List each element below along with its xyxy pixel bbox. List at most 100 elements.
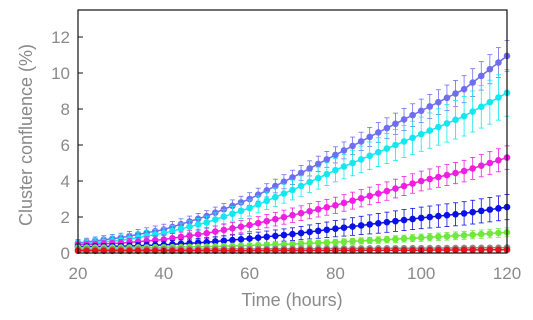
data-point [272,193,279,201]
x-tick-label: 120 [493,264,521,283]
data-point [143,232,150,240]
data-point [469,208,476,216]
data-point [392,246,399,254]
data-point [194,221,202,228]
data-point [409,180,416,187]
data-point [323,247,331,254]
data-point [409,215,416,223]
data-point [477,230,485,238]
data-point [297,182,305,190]
data-point [417,234,425,241]
data-point [452,246,459,254]
data-point [435,173,442,181]
data-point [280,213,288,221]
data-point [392,217,399,225]
data-point [366,247,374,254]
data-point [280,247,288,254]
data-point [495,157,502,164]
data-point [229,202,236,210]
x-tick-label: 20 [69,264,88,283]
data-point [220,213,228,220]
data-point [203,247,210,254]
data-point [237,223,245,231]
data-point [289,211,296,219]
data-point [426,127,434,134]
data-point [383,124,391,132]
data-point [409,234,416,242]
data-point [477,72,485,80]
data-point [332,225,339,232]
data-point [306,178,313,186]
data-point [392,120,399,128]
data-point [435,123,442,131]
data-point [229,236,236,244]
data-point [443,120,451,127]
x-tick-label: 80 [326,264,345,283]
data-point [443,246,451,254]
data-point [409,246,416,254]
data-point [469,165,476,172]
data-point [477,207,485,215]
data-point [477,103,485,111]
data-point [254,234,262,241]
plot-frame [77,9,508,254]
data-point [486,98,494,106]
data-point [220,247,228,254]
data-point [169,227,176,235]
data-point [314,247,322,254]
data-point [323,156,331,163]
data-point [237,247,245,254]
data-point [289,247,296,254]
data-point [443,211,451,219]
data-point [186,232,193,240]
data-point [186,223,193,231]
data-point [306,239,313,247]
data-point [460,246,468,254]
data-point [392,185,399,192]
data-point [357,247,365,254]
data-point [323,203,331,211]
data-point [220,237,228,245]
data-point [375,129,382,136]
data-point [203,219,210,226]
y-tick-label: 8 [61,100,70,119]
data-point [357,222,365,229]
data-point [435,98,442,106]
data-point [349,142,356,150]
data-point [246,235,253,242]
data-point [297,240,305,247]
data-point [289,186,296,194]
series-layer [74,40,511,255]
x-tick-label: 100 [407,264,435,283]
data-point [340,199,348,207]
data-point [306,207,313,215]
x-tick-label: 40 [154,264,173,283]
data-point [452,116,459,124]
data-point [306,228,313,236]
data-point [495,59,502,66]
data-point [392,141,399,149]
data-point [263,233,271,241]
data-point [400,246,408,254]
data-point [460,112,468,120]
y-tick-label: 10 [51,64,70,83]
data-point [443,94,451,102]
data-point [323,226,331,234]
data-point [297,247,305,254]
data-point [366,152,374,160]
data-point [254,247,262,254]
data-point [357,156,365,163]
data-point [289,240,296,248]
y-tick-label: 4 [61,172,70,191]
data-point [272,215,279,223]
data-point [383,145,391,152]
data-point [314,174,322,182]
data-point [400,235,408,242]
data-point [340,224,348,231]
data-point [400,116,408,123]
data-point [263,247,271,254]
data-point [272,232,279,240]
data-point [366,237,374,244]
